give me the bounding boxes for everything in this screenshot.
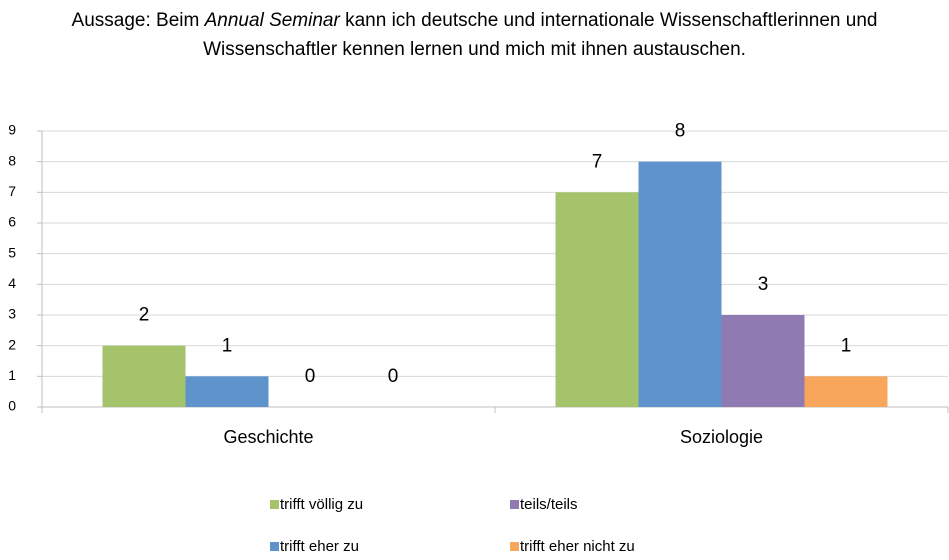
data-label: 1 [222, 335, 233, 356]
x-tick-label: Geschichte [223, 427, 313, 447]
legend-label: teils/teils [520, 496, 578, 513]
title-part: Aussage: Beim [71, 10, 205, 31]
legend-swatch [510, 542, 519, 551]
y-tick-label: 8 [8, 152, 16, 168]
bar [185, 376, 269, 407]
data-label: 8 [675, 121, 686, 142]
bar [102, 345, 186, 407]
legend-swatch [270, 542, 279, 551]
bar [555, 192, 639, 407]
bar [804, 376, 888, 407]
y-tick-label: 0 [8, 398, 16, 414]
y-tick-label: 3 [8, 306, 16, 322]
data-label: 1 [841, 335, 852, 356]
legend-label: trifft eher nicht zu [520, 538, 635, 555]
y-tick-label: 6 [8, 214, 16, 230]
y-tick-label: 5 [8, 244, 16, 260]
data-label: 7 [592, 151, 603, 172]
data-label: 3 [758, 274, 769, 295]
data-label: 0 [305, 366, 316, 387]
bar [638, 161, 722, 407]
y-tick-label: 9 [8, 122, 16, 138]
bar [721, 315, 805, 407]
legend-label: trifft eher zu [280, 538, 359, 555]
y-tick-label: 7 [8, 183, 16, 199]
chart-title: Aussage: Beim Annual Seminar kann ich de… [40, 6, 909, 64]
data-label: 0 [388, 366, 399, 387]
legend-swatch [270, 500, 279, 509]
legend-label: trifft völlig zu [280, 496, 363, 513]
title-part-italic: Annual Seminar [204, 10, 340, 31]
legend-swatch [510, 500, 519, 509]
y-tick-label: 2 [8, 336, 16, 352]
title-part: kann ich deutsche und internationale Wis… [203, 10, 878, 60]
data-label: 2 [139, 305, 150, 326]
y-tick-label: 4 [8, 275, 16, 291]
x-tick-label: Soziologie [680, 427, 763, 447]
y-tick-label: 1 [8, 367, 16, 383]
